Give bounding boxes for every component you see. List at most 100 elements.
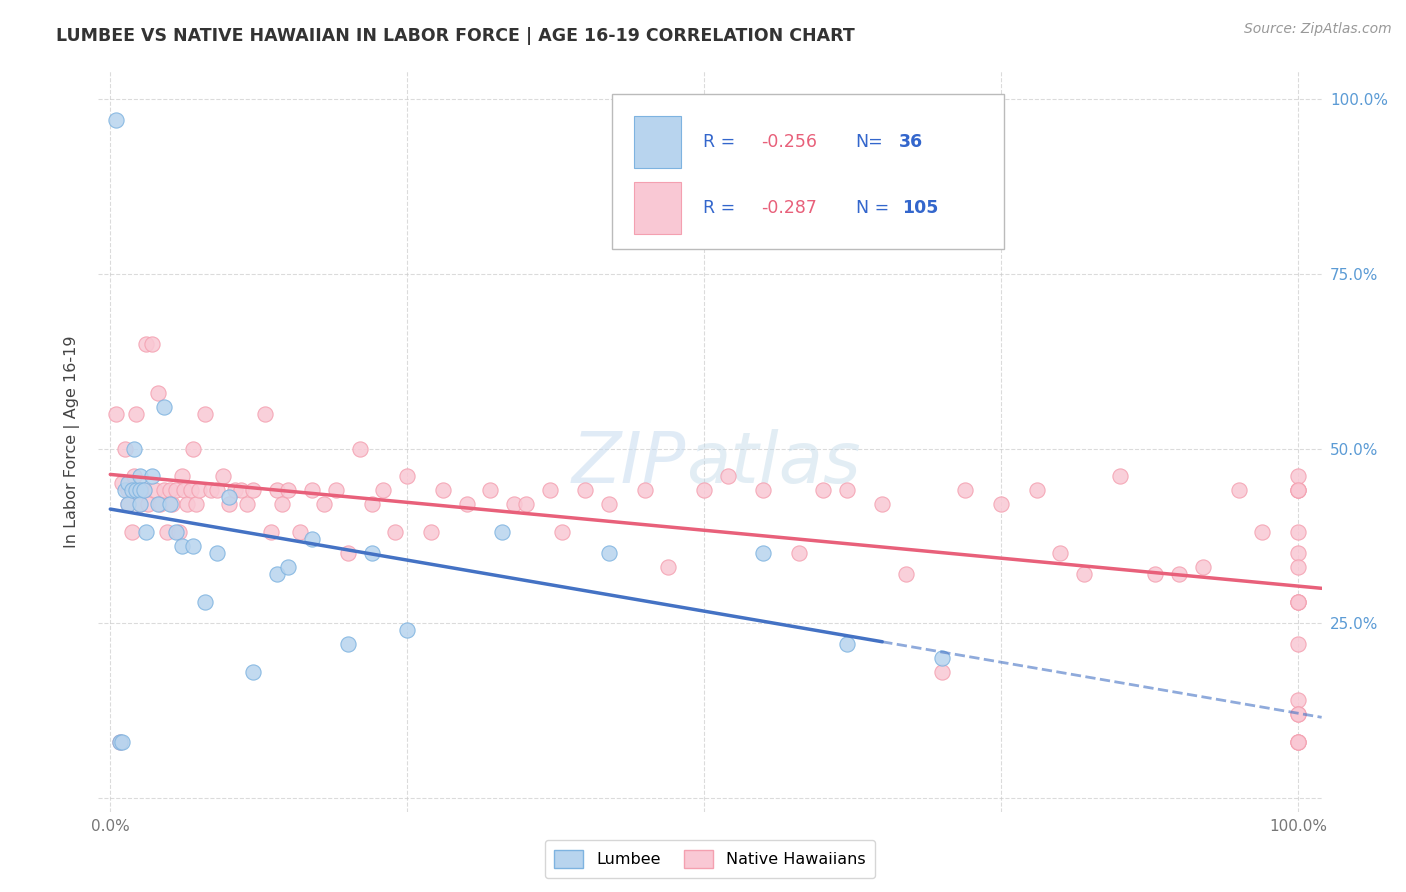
Point <box>634 483 657 498</box>
Point <box>598 497 620 511</box>
Point <box>360 546 382 560</box>
Point <box>301 533 323 547</box>
Point <box>176 497 198 511</box>
Point <box>173 483 195 498</box>
Point <box>955 483 977 498</box>
Point <box>1286 693 1309 707</box>
Point <box>111 735 134 749</box>
Point <box>135 525 157 540</box>
Point <box>145 483 167 498</box>
Point <box>121 525 143 540</box>
Text: R =: R = <box>703 133 741 151</box>
Point <box>129 483 152 498</box>
Point <box>538 483 561 498</box>
Point <box>336 546 359 560</box>
Point <box>132 483 155 498</box>
Point <box>122 469 145 483</box>
Point <box>152 483 174 498</box>
Point <box>717 469 740 483</box>
Point <box>752 546 775 560</box>
Point <box>253 407 276 421</box>
Point <box>125 407 148 421</box>
Point <box>200 483 222 498</box>
Point <box>360 497 382 511</box>
Point <box>218 497 240 511</box>
Point <box>301 483 323 498</box>
Point <box>165 525 187 540</box>
Point <box>152 400 174 414</box>
Point <box>515 497 537 511</box>
Legend: Lumbee, Native Hawaiians: Lumbee, Native Hawaiians <box>546 840 875 878</box>
Point <box>1108 469 1130 483</box>
Point <box>1251 525 1274 540</box>
Point <box>184 497 207 511</box>
Point <box>114 442 136 456</box>
Point <box>1286 595 1309 609</box>
Point <box>229 483 252 498</box>
Point <box>503 497 526 511</box>
Point <box>224 483 246 498</box>
Point <box>117 497 139 511</box>
Point <box>141 336 163 351</box>
Point <box>129 469 152 483</box>
Point <box>266 483 288 498</box>
Text: N =: N = <box>856 199 889 218</box>
Point <box>325 483 347 498</box>
Point <box>117 483 139 498</box>
Y-axis label: In Labor Force | Age 16-19: In Labor Force | Age 16-19 <box>65 335 80 548</box>
Point <box>165 483 187 498</box>
Point <box>1049 546 1071 560</box>
Point <box>1286 560 1309 574</box>
Point <box>1192 560 1215 574</box>
Point <box>1286 595 1309 609</box>
Point <box>312 497 335 511</box>
Point <box>121 483 143 498</box>
Point <box>183 442 205 456</box>
Point <box>167 525 190 540</box>
Point <box>156 525 179 540</box>
Point <box>129 483 152 498</box>
Point <box>1144 567 1167 582</box>
Point <box>159 497 181 511</box>
Text: N=: N= <box>856 133 883 151</box>
Point <box>1286 483 1309 498</box>
Point <box>384 525 406 540</box>
Point <box>1286 735 1309 749</box>
Text: R =: R = <box>703 199 741 218</box>
Point <box>931 651 953 665</box>
Point <box>135 336 157 351</box>
Point <box>212 469 235 483</box>
Point <box>290 525 312 540</box>
Point <box>132 483 155 498</box>
Point <box>108 735 131 749</box>
Point <box>117 497 139 511</box>
Text: 36: 36 <box>898 133 922 151</box>
Point <box>1073 567 1095 582</box>
Point <box>242 483 264 498</box>
Text: LUMBEE VS NATIVE HAWAIIAN IN LABOR FORCE | AGE 16-19 CORRELATION CHART: LUMBEE VS NATIVE HAWAIIAN IN LABOR FORCE… <box>56 27 855 45</box>
Point <box>271 497 294 511</box>
Bar <box>634 116 681 168</box>
Point <box>114 483 136 498</box>
Point <box>1168 567 1191 582</box>
Point <box>1286 735 1309 749</box>
Point <box>121 483 143 498</box>
Point <box>146 497 169 511</box>
Point <box>1286 546 1309 560</box>
Point <box>277 483 299 498</box>
Point <box>242 665 264 679</box>
Point <box>550 525 572 540</box>
Point <box>373 483 395 498</box>
Point <box>122 442 145 456</box>
Point <box>990 497 1012 511</box>
Text: Source: ZipAtlas.com: Source: ZipAtlas.com <box>1244 22 1392 37</box>
Point <box>870 497 893 511</box>
Point <box>170 539 193 553</box>
Point <box>693 483 716 498</box>
Point <box>129 497 152 511</box>
Point <box>236 497 259 511</box>
Point <box>129 497 152 511</box>
Point <box>1286 706 1309 721</box>
Point <box>146 385 169 400</box>
Point <box>479 483 502 498</box>
